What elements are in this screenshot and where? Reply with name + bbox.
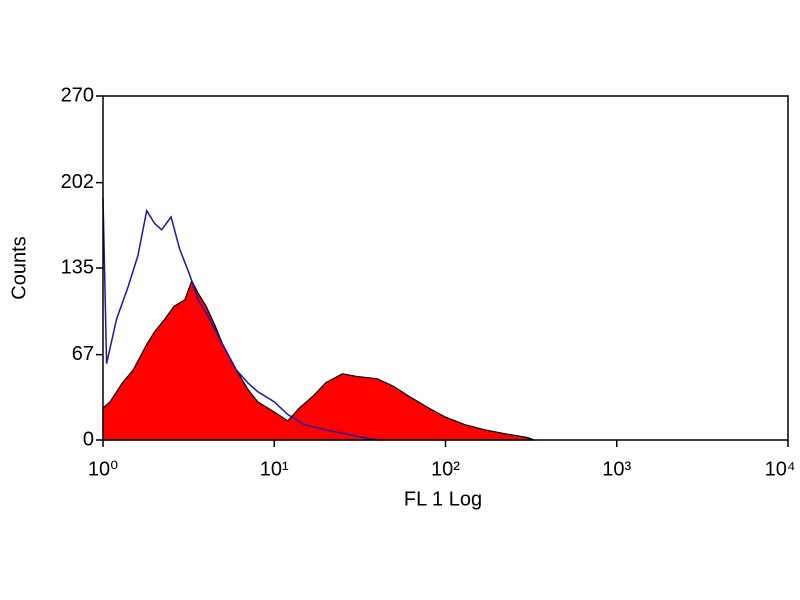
x-tick-label: 10⁴ <box>765 458 796 480</box>
histogram-area <box>102 279 535 441</box>
x-tick-label: 10¹ <box>260 458 289 480</box>
y-tick-label: 135 <box>61 256 94 278</box>
y-tick-label: 67 <box>72 343 94 365</box>
x-tick-label: 10⁰ <box>88 458 118 480</box>
y-axis-label: Counts <box>8 236 30 299</box>
histogram-line <box>102 197 378 441</box>
x-tick-label: 10³ <box>602 458 631 480</box>
x-axis-label: FL 1 Log <box>404 488 482 510</box>
y-tick-label: 270 <box>61 84 94 106</box>
x-tick-label: 10² <box>431 458 460 480</box>
y-tick-label: 202 <box>61 171 94 193</box>
y-tick-label: 0 <box>83 428 94 450</box>
